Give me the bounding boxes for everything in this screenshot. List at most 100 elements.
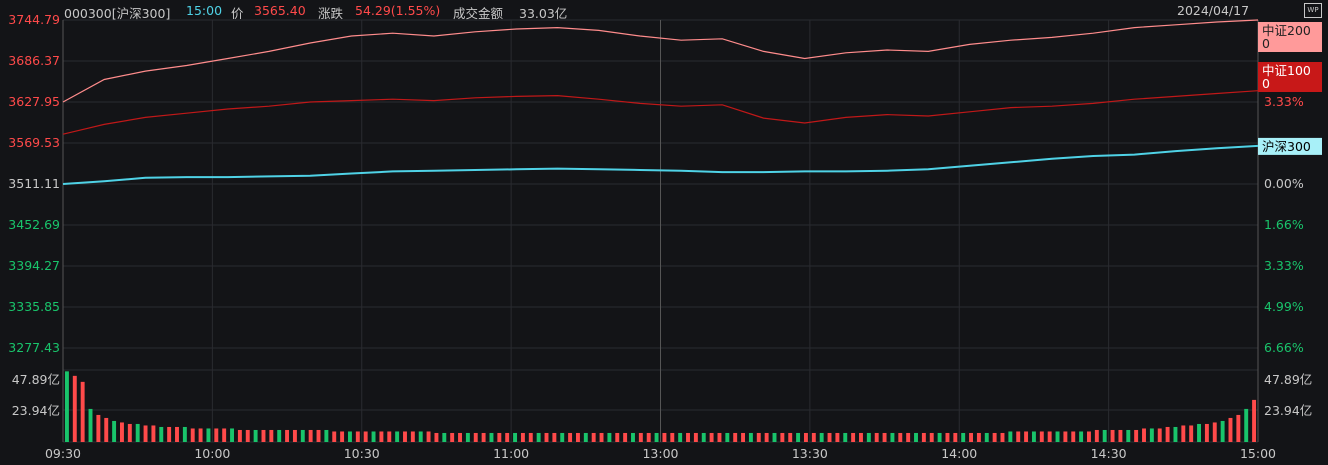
volume-bar (1111, 430, 1115, 442)
x-axis: 09:30 10:00 10:30 11:00 13:00 13:30 14:00 14:30… (45, 446, 1276, 461)
volume-bar (1197, 424, 1201, 442)
volume-bar (796, 433, 800, 442)
volume-bar (1079, 431, 1083, 442)
volume-bar (875, 433, 879, 442)
volume-bar (670, 433, 674, 442)
volume-bar (1221, 421, 1225, 442)
volume-bar (938, 433, 942, 442)
y-tick-label: 4.99% (1264, 299, 1304, 314)
y-tick-label: 3511.11 (8, 176, 60, 191)
volume-bar (953, 433, 957, 442)
y-tick-label: 6.66% (1264, 340, 1304, 355)
volume-bar (835, 433, 839, 442)
volume-bar (387, 431, 391, 442)
y-tick-label: 3452.69 (8, 217, 60, 232)
volume-bar (309, 430, 313, 442)
volume-bar (804, 433, 808, 442)
volume-bar (89, 409, 93, 442)
volume-bar (1048, 431, 1052, 442)
volume-bar (151, 425, 155, 442)
volume-bar (717, 433, 721, 442)
volume-bar (372, 431, 376, 442)
volume-tick-label: 23.94亿 (12, 403, 60, 418)
volume-bar (474, 433, 478, 442)
volume-bar (741, 433, 745, 442)
volume-bar (607, 433, 611, 442)
volume-bar (285, 430, 289, 442)
series-tag-label: 0 (1262, 36, 1270, 51)
volume-bar (419, 431, 423, 442)
volume-tick-label: 23.94亿 (1264, 403, 1312, 418)
volume-bar (340, 431, 344, 442)
volume-tick-label: 47.89亿 (12, 372, 60, 387)
volume-bar (490, 433, 494, 442)
volume-bar (725, 433, 729, 442)
volume-bar (898, 433, 902, 442)
volume-bar (505, 433, 509, 442)
volume-bar (843, 433, 847, 442)
volume-bar (458, 433, 462, 442)
volume-bar (568, 433, 572, 442)
volume-bar (1056, 431, 1060, 442)
x-tick-label: 14:00 (941, 446, 977, 461)
volume-bar (238, 430, 242, 442)
volume-bar (851, 433, 855, 442)
y-tick-label: 3335.85 (8, 299, 60, 314)
volume-bar (678, 433, 682, 442)
x-tick-label: 14:30 (1091, 446, 1127, 461)
series-tag-label: 0 (1262, 76, 1270, 91)
y-tick-label: 3.33% (1264, 258, 1304, 273)
volume-bar (1252, 400, 1256, 442)
volume-bar (1142, 428, 1146, 442)
volume-bar (639, 433, 643, 442)
volume-bar (686, 433, 690, 442)
volume-bar (655, 433, 659, 442)
y-tick-label: 3627.95 (8, 94, 60, 109)
volume-bar (222, 428, 226, 442)
y-tick-label: 3569.53 (8, 135, 60, 150)
y-tick-label: 3394.27 (8, 258, 60, 273)
volume-bar (348, 431, 352, 442)
volume-bar (442, 433, 446, 442)
volume-bar (584, 433, 588, 442)
volume-bar (269, 430, 273, 442)
volume-bar (765, 433, 769, 442)
volume-bar (324, 430, 328, 442)
volume-bar (993, 433, 997, 442)
volume-bar (159, 427, 163, 442)
volume-bar (65, 371, 69, 442)
y-tick-label: 1.66% (1264, 217, 1304, 232)
volume-bar (749, 433, 753, 442)
volume-bar (545, 433, 549, 442)
volume-bar (1205, 424, 1209, 442)
volume-bar (434, 433, 438, 442)
volume-bar (1008, 431, 1012, 442)
x-tick-label: 10:30 (344, 446, 380, 461)
volume-bar (780, 433, 784, 442)
volume-bar (411, 431, 415, 442)
volume-bar (890, 433, 894, 442)
volume-bar (1032, 431, 1036, 442)
volume-bar (128, 424, 132, 442)
volume-bar (293, 430, 297, 442)
volume-bar (1244, 409, 1248, 442)
volume-bar (733, 433, 737, 442)
volume-bar (317, 430, 321, 442)
volume-bar (773, 433, 777, 442)
volume-bar (96, 415, 100, 442)
volume-bar (914, 433, 918, 442)
volume-tick-label: 47.89亿 (1264, 372, 1312, 387)
y-tick-label: 3.33% (1264, 94, 1304, 109)
volume-bar (969, 433, 973, 442)
volume-bar (104, 418, 108, 442)
grid (63, 20, 1258, 442)
volume-bar (521, 433, 525, 442)
volume-bar (144, 425, 148, 442)
volume-bar (466, 433, 470, 442)
volume-bar (537, 433, 541, 442)
volume-bar (529, 433, 533, 442)
volume-bar (552, 433, 556, 442)
volume-bar (482, 433, 486, 442)
volume-bar (623, 433, 627, 442)
